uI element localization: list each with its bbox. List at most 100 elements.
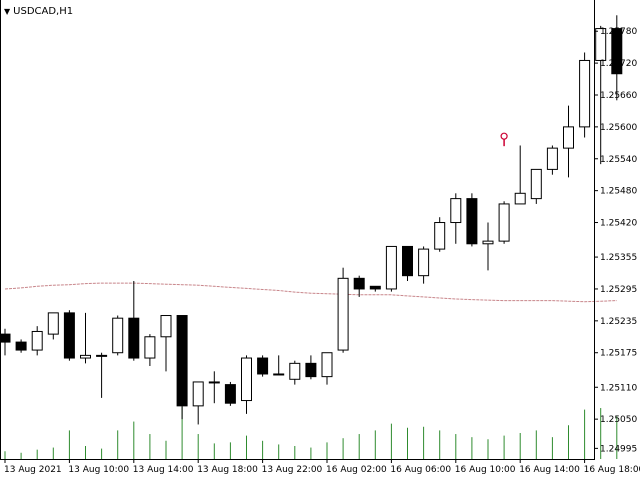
candle-body-bearish bbox=[369, 285, 381, 290]
symbol-selector[interactable]: ▼ USDCAD,H1 bbox=[2, 3, 73, 19]
candle-body-bearish bbox=[176, 315, 188, 407]
candle-body-bullish bbox=[498, 203, 510, 242]
candle bbox=[369, 285, 381, 292]
candle bbox=[563, 105, 574, 178]
time-tick-label: 13 Aug 10:00 bbox=[68, 465, 129, 475]
candle-body-bullish bbox=[546, 147, 558, 170]
price-tick-label: 1.25355 bbox=[600, 253, 637, 263]
moving-average-line bbox=[4, 282, 617, 303]
time-tick-label: 13 Aug 2021 bbox=[4, 465, 62, 475]
candle bbox=[353, 275, 365, 297]
candle bbox=[595, 25, 607, 165]
candle-body-bullish bbox=[337, 277, 349, 351]
candle bbox=[80, 312, 91, 364]
candle-body-bullish bbox=[160, 315, 172, 338]
candle bbox=[450, 193, 462, 244]
candle bbox=[305, 355, 317, 380]
candle-body-bearish bbox=[466, 198, 478, 245]
price-tick-label: 1.25235 bbox=[600, 317, 637, 327]
candle-body-bearish bbox=[15, 341, 27, 351]
time-tick-label: 13 Aug 18:00 bbox=[197, 465, 258, 475]
candle bbox=[96, 352, 108, 398]
candle-body-bullish bbox=[144, 336, 156, 359]
candle bbox=[482, 222, 494, 271]
candle bbox=[176, 315, 188, 420]
signal-marker bbox=[500, 132, 508, 147]
candle-body-bullish bbox=[80, 354, 91, 359]
candle-body-bearish bbox=[402, 245, 413, 277]
time-tick-label: 16 Aug 10:00 bbox=[455, 465, 516, 475]
candle-body-bullish bbox=[530, 168, 542, 200]
candle-body-bearish bbox=[257, 357, 269, 375]
candlesticks bbox=[0, 15, 623, 425]
time-tick-label: 13 Aug 14:00 bbox=[133, 465, 194, 475]
candle bbox=[144, 334, 156, 367]
price-tick-label: 1.25420 bbox=[600, 219, 637, 229]
candle bbox=[241, 355, 252, 414]
candle-body-bullish bbox=[514, 192, 526, 205]
candle bbox=[514, 145, 526, 205]
candle-body-bearish bbox=[611, 28, 623, 75]
candle-body-bullish bbox=[96, 354, 108, 357]
candle bbox=[128, 280, 140, 361]
candle bbox=[47, 312, 59, 340]
candle-body-bearish bbox=[305, 362, 317, 378]
candle-body-bearish bbox=[0, 333, 11, 343]
price-scale[interactable]: 1.25780 1.25720 1.25660 1.25600 1.25540 1.254… bbox=[594, 27, 637, 454]
candle bbox=[0, 328, 11, 356]
candle-body-bullish bbox=[595, 28, 607, 61]
candle-body-bullish bbox=[208, 381, 220, 384]
candle bbox=[321, 352, 333, 385]
price-tick-label: 1.24995 bbox=[600, 444, 637, 454]
candle bbox=[289, 360, 301, 385]
candle-body-bullish bbox=[418, 248, 430, 277]
candle bbox=[112, 315, 124, 356]
candle bbox=[579, 52, 591, 138]
candle bbox=[498, 201, 510, 244]
candle-body-bullish bbox=[241, 357, 252, 402]
candle bbox=[611, 15, 623, 101]
moving-average-path bbox=[4, 282, 617, 303]
price-tick-label: 1.25110 bbox=[600, 383, 637, 393]
candle-body-bullish bbox=[192, 381, 204, 407]
candle bbox=[434, 217, 446, 252]
time-tick-label: 13 Aug 22:00 bbox=[262, 465, 323, 475]
triangle-down-icon[interactable]: ▼ bbox=[4, 6, 11, 16]
candle-body-bullish bbox=[385, 245, 397, 290]
candle-body-bearish bbox=[63, 312, 75, 359]
candle bbox=[15, 339, 27, 353]
time-tick-label: 16 Aug 02:00 bbox=[326, 465, 387, 475]
price-tick-label: 1.25050 bbox=[600, 415, 637, 425]
time-tick-label: 16 Aug 18:00 bbox=[584, 465, 640, 475]
candle-body-bullish bbox=[563, 126, 574, 149]
candle-body-bullish bbox=[579, 59, 591, 128]
candle-body-bullish bbox=[434, 222, 446, 250]
price-tick-label: 1.25600 bbox=[600, 123, 637, 133]
time-tick-label: 16 Aug 14:00 bbox=[519, 465, 580, 475]
candle bbox=[257, 355, 269, 377]
price-tick-label: 1.25720 bbox=[600, 59, 637, 69]
candle bbox=[418, 246, 430, 284]
candle-body-bearish bbox=[353, 277, 365, 290]
candle bbox=[546, 145, 558, 175]
price-tick-label: 1.25175 bbox=[600, 349, 637, 359]
price-tick-label: 1.25660 bbox=[600, 91, 637, 101]
candle bbox=[224, 381, 236, 406]
price-tick-label: 1.25295 bbox=[600, 285, 637, 295]
price-tick-label: 1.25480 bbox=[600, 187, 637, 197]
symbol-label: USDCAD,H1 bbox=[13, 5, 74, 17]
candle-body-bearish bbox=[224, 384, 236, 404]
candle-body-bullish bbox=[321, 352, 333, 378]
candle-body-bearish bbox=[128, 317, 140, 359]
axes bbox=[0, 0, 595, 460]
time-scale[interactable]: 13 Aug 2021 13 Aug 10:00 13 Aug 14:00 13 Au… bbox=[4, 459, 640, 475]
candle bbox=[530, 168, 542, 204]
candle-body-bullish bbox=[31, 330, 43, 351]
volume-bars bbox=[4, 407, 618, 459]
candle-body-bullish bbox=[289, 362, 301, 380]
candle bbox=[273, 355, 285, 376]
candle bbox=[63, 310, 75, 361]
candle bbox=[192, 381, 204, 425]
